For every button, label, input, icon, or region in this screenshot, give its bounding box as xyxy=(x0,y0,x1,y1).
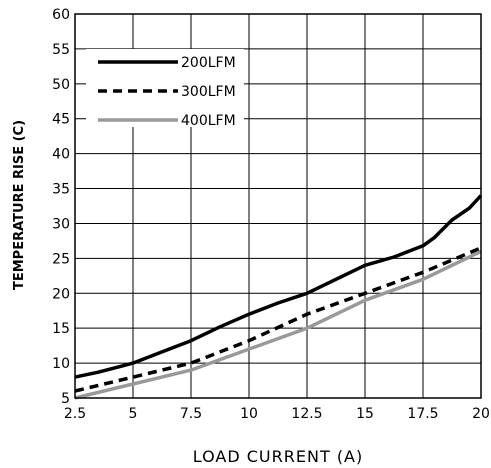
x-tick-label: 2.5 xyxy=(64,406,86,422)
legend-label-200lfm: 200LFM xyxy=(181,55,236,71)
y-tick-label: 10 xyxy=(52,356,70,372)
series-line-200lfm xyxy=(74,194,483,379)
series-line-300lfm xyxy=(74,246,482,393)
y-tick-label: 20 xyxy=(52,286,70,302)
y-tick-label: 25 xyxy=(52,251,70,267)
y-tick-label: 40 xyxy=(52,147,70,163)
y-tick-label: 55 xyxy=(52,42,70,58)
x-tick-label: 7.5 xyxy=(180,406,202,422)
axis-frame xyxy=(74,13,482,399)
x-tick-label: 5 xyxy=(129,406,138,422)
legend: 200LFM 300LFM 400LFM xyxy=(86,49,244,129)
plot-border xyxy=(74,13,482,399)
y-tick-label: 60 xyxy=(52,7,70,23)
x-axis-label: LOAD CURRENT (A) xyxy=(193,447,364,466)
series-line-400lfm xyxy=(74,249,482,400)
x-tick-labels: 2.5 5 7.5 10 12.5 15 17.5 20 xyxy=(64,406,490,422)
y-tick-labels: 5 10 15 20 25 30 35 40 45 50 55 60 xyxy=(52,7,70,407)
x-tick-label: 15 xyxy=(356,406,374,422)
y-tick-label: 15 xyxy=(52,321,70,337)
y-tick-label: 30 xyxy=(52,216,70,232)
y-tick-label: 45 xyxy=(52,112,70,128)
y-tick-label: 35 xyxy=(52,182,70,198)
y-tick-label: 5 xyxy=(61,391,70,407)
legend-label-300lfm: 300LFM xyxy=(181,84,236,100)
x-tick-label: 17.5 xyxy=(407,406,438,422)
x-tick-label: 12.5 xyxy=(291,406,322,422)
x-tick-label: 20 xyxy=(472,406,490,422)
y-axis-label: TEMPERATURE RISE (C) xyxy=(12,120,27,290)
y-tick-label: 50 xyxy=(52,77,70,93)
legend-label-400lfm: 400LFM xyxy=(181,113,236,129)
x-tick-label: 10 xyxy=(240,406,258,422)
series-lines xyxy=(74,194,483,400)
